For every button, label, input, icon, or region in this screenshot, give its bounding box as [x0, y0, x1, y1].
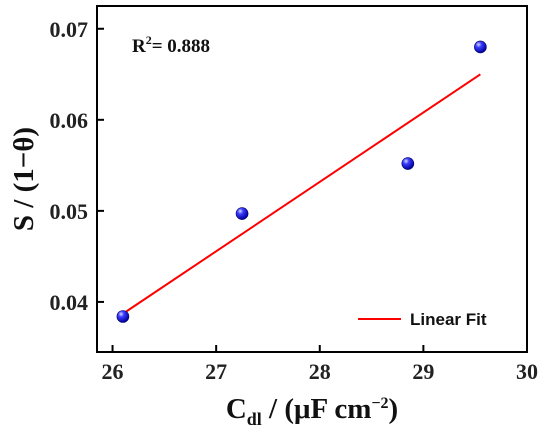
- y-tick-label: 0.07: [50, 17, 89, 42]
- y-axis-ticks: 0.04 0.05 0.06 0.07: [50, 17, 104, 315]
- r-squared-base: R: [132, 36, 146, 57]
- x-tick-label: 28: [309, 359, 331, 384]
- plot-frame: [96, 5, 528, 353]
- data-points-layer: [116, 40, 487, 323]
- r-squared-value: = 0.888: [152, 36, 210, 57]
- data-point: [235, 207, 249, 220]
- fit-line-layer: [122, 73, 481, 315]
- y-tick-label: 0.04: [50, 290, 89, 315]
- y-axis-title: S / (1−θ): [8, 127, 40, 231]
- x-axis-title-unit: / (μF cm: [262, 393, 372, 425]
- data-point: [401, 157, 415, 170]
- x-axis-title-subscript: dl: [247, 409, 262, 429]
- x-axis-title-exponent: −2: [371, 395, 388, 412]
- x-axis-title-close: ): [389, 393, 399, 425]
- x-tick-label: 27: [205, 359, 227, 384]
- x-axis-ticks: 26 27 28 29 30: [102, 345, 538, 384]
- x-tick-label: 30: [516, 359, 538, 384]
- linear-fit-line: [122, 73, 481, 315]
- x-axis-title: Cdl / (μF cm−2): [226, 393, 398, 429]
- data-point: [474, 40, 487, 54]
- data-point: [116, 310, 130, 323]
- legend-label-linear-fit: Linear Fit: [410, 310, 487, 329]
- x-axis-title-main: C: [226, 393, 247, 425]
- x-tick-label: 26: [102, 359, 124, 384]
- y-tick-label: 0.05: [50, 199, 89, 224]
- y-tick-label: 0.06: [50, 108, 89, 133]
- r-squared-annotation: R2= 0.888: [132, 33, 210, 57]
- x-tick-label: 29: [412, 359, 434, 384]
- legend: Linear Fit: [358, 310, 487, 329]
- r-squared-exponent: 2: [146, 33, 152, 47]
